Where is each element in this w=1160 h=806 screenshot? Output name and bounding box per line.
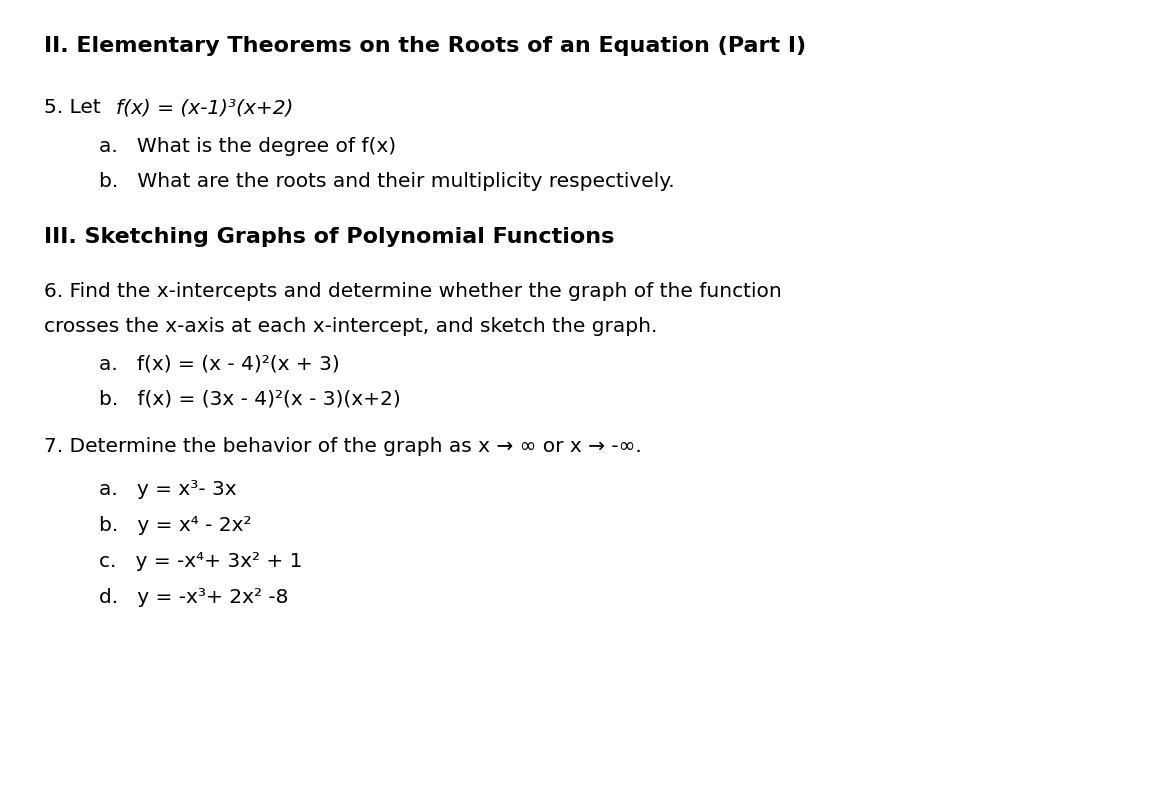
Text: 7. Determine the behavior of the graph as x → ∞ or x → -∞.: 7. Determine the behavior of the graph a… <box>44 437 641 456</box>
Text: a.   What is the degree of f(x): a. What is the degree of f(x) <box>99 137 396 156</box>
Text: b.   y = x⁴ - 2x²: b. y = x⁴ - 2x² <box>99 516 251 535</box>
Text: a.   f(x) = (x - 4)²(x + 3): a. f(x) = (x - 4)²(x + 3) <box>99 355 340 374</box>
Text: III. Sketching Graphs of Polynomial Functions: III. Sketching Graphs of Polynomial Func… <box>44 227 615 247</box>
Text: 6. Find the x-intercepts and determine whether the graph of the function: 6. Find the x-intercepts and determine w… <box>44 282 782 301</box>
Text: II. Elementary Theorems on the Roots of an Equation (Part I): II. Elementary Theorems on the Roots of … <box>44 36 806 56</box>
Text: b.   f(x) = (3x - 4)²(x - 3)(x+2): b. f(x) = (3x - 4)²(x - 3)(x+2) <box>99 389 400 409</box>
Text: b.   What are the roots and their multiplicity respectively.: b. What are the roots and their multipli… <box>99 172 674 191</box>
Text: f(x) = (x-1)³(x+2): f(x) = (x-1)³(x+2) <box>116 98 293 118</box>
Text: 5. Let: 5. Let <box>44 98 107 118</box>
Text: c.   y = -x⁴+ 3x² + 1: c. y = -x⁴+ 3x² + 1 <box>99 552 302 571</box>
Text: d.   y = -x³+ 2x² -8: d. y = -x³+ 2x² -8 <box>99 588 288 608</box>
Text: crosses the x-axis at each x-intercept, and sketch the graph.: crosses the x-axis at each x-intercept, … <box>44 317 658 336</box>
Text: a.   y = x³- 3x: a. y = x³- 3x <box>99 480 237 499</box>
